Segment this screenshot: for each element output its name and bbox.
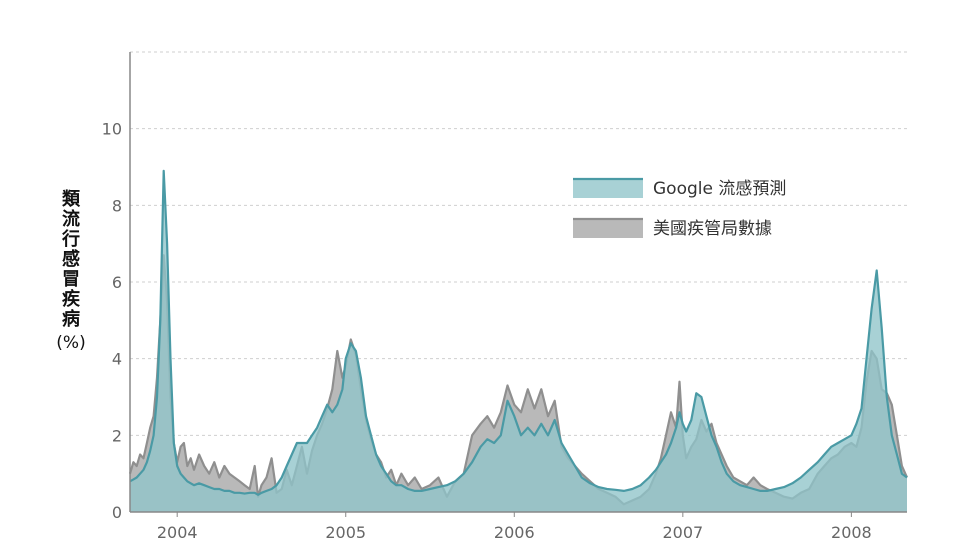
series-layer xyxy=(128,169,909,513)
legend-label: 美國疾管局數據 xyxy=(653,219,772,239)
y-axis-label-char: 疾 xyxy=(62,288,81,310)
y-axis-label-char: 冒 xyxy=(62,269,80,290)
axes xyxy=(129,52,907,513)
y-tick-label: 2 xyxy=(112,426,122,445)
gridlines xyxy=(130,51,910,436)
y-tick-label: 4 xyxy=(112,350,122,369)
legend-label: Google 流感預測 xyxy=(653,179,786,199)
y-axis-label-char: 行 xyxy=(61,228,80,250)
series-line-google xyxy=(129,169,908,496)
y-tick-label: 6 xyxy=(112,273,122,292)
y-axis-label-char: 流 xyxy=(62,208,80,230)
y-axis-label-char: 類 xyxy=(61,189,81,210)
x-tick-label: 2004 xyxy=(157,523,198,542)
y-tick-label: 8 xyxy=(112,196,122,215)
x-tick-label: 2006 xyxy=(494,523,535,542)
legend-swatch xyxy=(573,178,643,198)
y-tick-label: 0 xyxy=(112,503,122,522)
legend-swatch xyxy=(573,218,643,238)
y-axis-label-char: 病 xyxy=(62,308,80,330)
y-axis-label-unit: (%) xyxy=(56,333,85,353)
y-tick-labels: 0 2 4 6 8 10 xyxy=(102,120,122,522)
x-tick-labels: 2004 2005 2006 2007 2008 xyxy=(157,512,872,542)
y-axis-label-char: 感 xyxy=(62,248,80,270)
series-area-google xyxy=(130,170,907,513)
x-tick-label: 2008 xyxy=(831,523,872,542)
x-tick-label: 2005 xyxy=(325,523,366,542)
y-tick-label: 10 xyxy=(102,120,122,139)
x-tick-label: 2007 xyxy=(662,523,703,542)
